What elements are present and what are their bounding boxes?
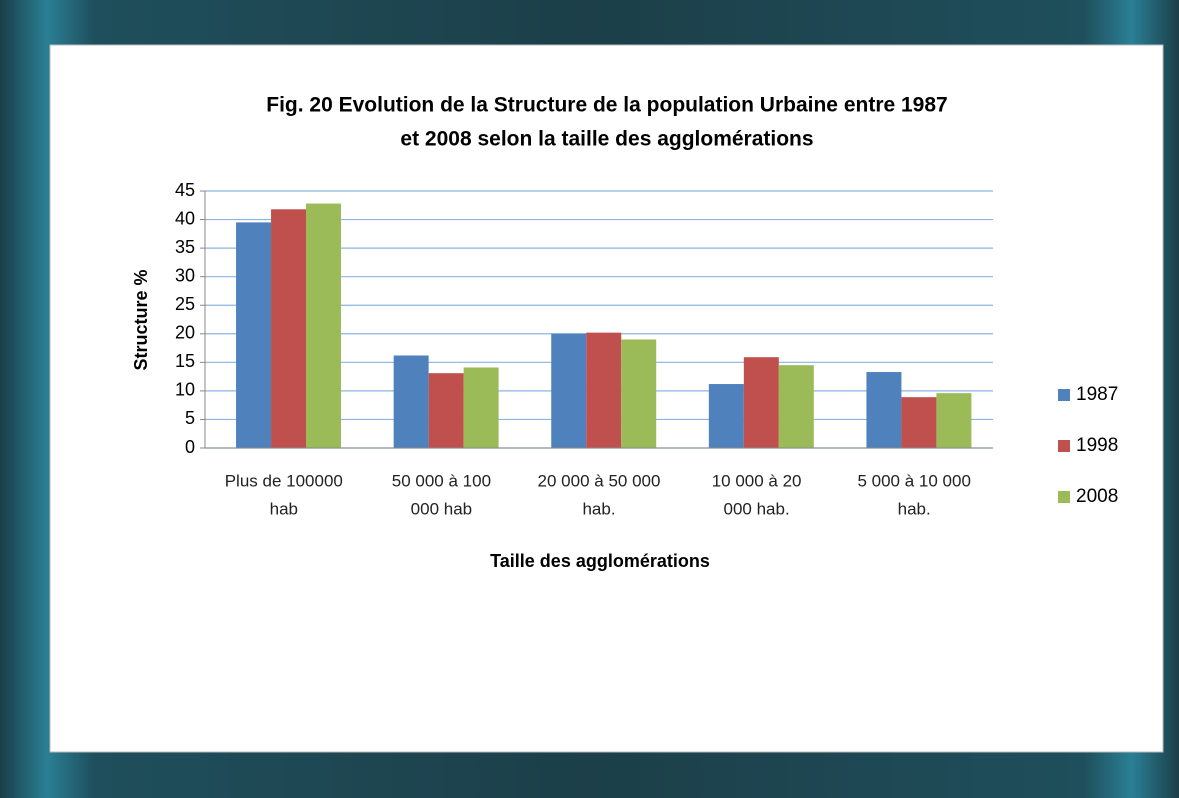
bar	[621, 339, 657, 448]
x-tick-label: hab.	[898, 499, 931, 518]
x-tick-label: 20 000 à 50 000	[538, 471, 661, 490]
x-tick-label: 000 hab	[411, 499, 472, 518]
bar	[778, 365, 814, 448]
chart-title: et 2008 selon la taille des agglomératio…	[400, 128, 813, 151]
bar	[743, 357, 779, 448]
y-tick-label: 15	[175, 351, 195, 371]
x-tick-label: hab.	[582, 499, 615, 518]
x-tick-label: hab	[270, 499, 298, 518]
y-tick-label: 25	[175, 294, 195, 314]
x-tick-label: Plus de 100000	[225, 471, 343, 490]
y-tick-label: 30	[175, 265, 195, 285]
x-tick-label: 000 hab.	[724, 499, 790, 518]
legend-label: 1987	[1076, 384, 1118, 405]
legend-label: 2008	[1076, 486, 1118, 507]
y-tick-label: 35	[175, 237, 195, 257]
y-tick-label: 0	[185, 437, 195, 457]
bar	[236, 222, 272, 448]
legend-swatch	[1058, 491, 1070, 503]
chart-title: Fig. 20 Evolution de la Structure de la …	[266, 94, 947, 117]
bar	[936, 393, 972, 448]
x-tick-label: 10 000 à 20	[712, 471, 802, 490]
bar	[463, 367, 499, 448]
bar	[586, 332, 622, 448]
y-tick-label: 5	[185, 408, 195, 428]
legend-swatch	[1058, 389, 1070, 401]
y-tick-label: 45	[175, 180, 195, 200]
y-tick-label: 40	[175, 208, 195, 228]
y-tick-label: 10	[175, 380, 195, 400]
bar	[428, 373, 464, 448]
bar	[866, 372, 902, 448]
bar	[708, 384, 744, 448]
x-tick-label: 5 000 à 10 000	[857, 471, 970, 490]
bar	[271, 209, 307, 448]
legend-swatch	[1058, 440, 1070, 452]
bar	[551, 333, 587, 448]
x-axis-title: Taille des agglomérations	[490, 551, 710, 571]
y-axis-title: Structure %	[131, 269, 151, 370]
x-tick-label: 50 000 à 100	[392, 471, 491, 490]
legend-label: 1998	[1076, 435, 1118, 456]
bar	[393, 355, 429, 448]
bar	[306, 203, 342, 448]
y-tick-label: 20	[175, 323, 195, 343]
bar	[901, 397, 937, 448]
